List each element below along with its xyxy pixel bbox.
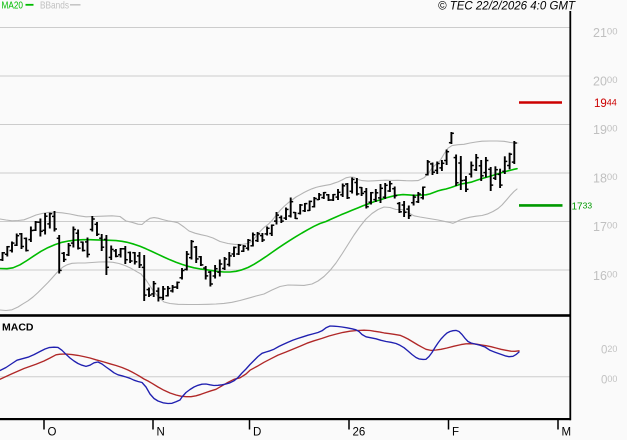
svg-text:26: 26 <box>353 427 366 439</box>
svg-text:2100: 2100 <box>593 26 617 40</box>
svg-text:1733: 1733 <box>572 201 593 213</box>
svg-text:1600: 1600 <box>593 269 617 283</box>
svg-text:1900: 1900 <box>593 123 617 137</box>
svg-text:1944: 1944 <box>594 98 617 111</box>
svg-text:020: 020 <box>601 344 617 357</box>
svg-text:M: M <box>562 427 572 439</box>
svg-text:1800: 1800 <box>593 172 617 186</box>
svg-text:© TEC 22/2/2026 4:0 GMT: © TEC 22/2/2026 4:0 GMT <box>438 1 576 13</box>
svg-text:000: 000 <box>601 374 617 387</box>
svg-text:1700: 1700 <box>593 220 617 234</box>
svg-text:BBands: BBands <box>40 0 69 12</box>
svg-text:MACD: MACD <box>2 322 34 334</box>
svg-text:MA20: MA20 <box>2 0 24 12</box>
svg-text:2000: 2000 <box>593 75 617 89</box>
svg-text:F: F <box>452 427 459 439</box>
svg-text:N: N <box>157 427 165 439</box>
svg-text:O: O <box>48 427 57 439</box>
svg-text:D: D <box>253 427 261 439</box>
